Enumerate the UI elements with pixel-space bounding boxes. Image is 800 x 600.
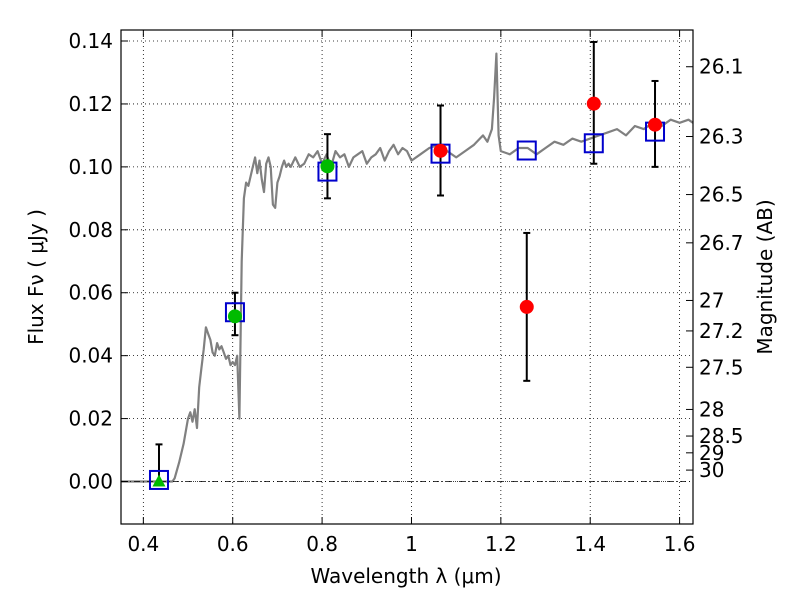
- right-tick-label: 26.3: [699, 125, 744, 149]
- right-tick-label: 27: [699, 288, 724, 312]
- upper-limit-triangle: [152, 474, 166, 487]
- x-tick-label: 1.4: [574, 532, 606, 556]
- y-tick-label: 0.00: [68, 470, 113, 494]
- data-point-red: [519, 299, 534, 314]
- y-tick-label: 0.04: [68, 344, 113, 368]
- x-tick-label: 0.4: [127, 532, 159, 556]
- model-square: [148, 469, 169, 490]
- ticks-layer: [121, 30, 693, 524]
- template-spectrum-line: [121, 52, 694, 483]
- data-point-red: [433, 143, 448, 158]
- data-point-green: [227, 309, 242, 324]
- x-axis-title: Wavelength λ (μm): [310, 564, 501, 588]
- points-layer: [152, 96, 663, 487]
- y-tick-label: 0.08: [68, 218, 113, 242]
- template-layer: [121, 52, 694, 483]
- right-tick-label: 30: [699, 458, 724, 482]
- right-axis-title: Magnitude (AB): [753, 199, 777, 354]
- data-point-red: [586, 96, 601, 111]
- y-axis-title: Flux Fν ( μJy ): [24, 209, 48, 345]
- y-tick-label: 0.06: [68, 281, 113, 305]
- right-tick-label: 28: [699, 397, 724, 421]
- right-tick-label: 27.5: [699, 355, 744, 379]
- y-tick-label: 0.02: [68, 407, 113, 431]
- model-square: [583, 133, 604, 154]
- right-tick-label: 26.7: [699, 231, 744, 255]
- y-tick-label: 0.10: [68, 155, 113, 179]
- tick-labels-layer: 0.4 0.6 0.8 1 1.2 1.4 1.6 0.00 0.02 0.04 0.06 0.08 0…: [68, 29, 743, 556]
- x-tick-label: 1.6: [664, 532, 696, 556]
- x-tick-label: 1: [405, 532, 418, 556]
- x-tick-label: 1.2: [485, 532, 517, 556]
- right-tick-label: 26.1: [699, 55, 744, 79]
- data-point-red: [648, 117, 663, 132]
- plot-frame: [120, 29, 694, 525]
- x-tick-label: 0.6: [217, 532, 249, 556]
- y-tick-label: 0.14: [68, 29, 113, 53]
- right-tick-label: 27.2: [699, 319, 744, 343]
- x-tick-label: 0.8: [306, 532, 338, 556]
- right-tick-label: 26.5: [699, 183, 744, 207]
- model-square: [516, 140, 537, 161]
- right-tick-label: 29: [699, 441, 724, 465]
- right-tick-label: 28.5: [699, 424, 744, 448]
- data-point-green: [320, 159, 335, 174]
- y-tick-label: 0.12: [68, 92, 113, 116]
